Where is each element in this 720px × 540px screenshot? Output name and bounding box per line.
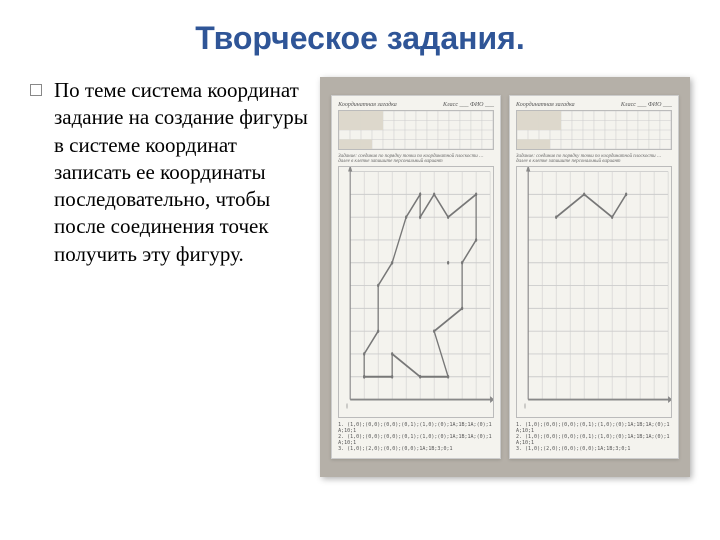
worksheet-right-header-right: Класс ___ ФИО ___	[621, 102, 672, 108]
bullet-item: По теме система координат задание на соз…	[30, 77, 310, 268]
slide-title: Творческое задания.	[30, 20, 690, 57]
text-column: По теме система координат задание на соз…	[30, 77, 310, 477]
body-text: По теме система координат задание на соз…	[54, 77, 310, 268]
worksheet-right: Координатная загадка Класс ___ ФИО ___ З…	[509, 95, 679, 460]
worksheet-right-maingrid: 0XY	[516, 166, 672, 419]
slide: Творческое задания. По теме система коор…	[0, 0, 720, 540]
worksheet-left-header-right: Класс ___ ФИО ___	[443, 102, 494, 108]
bullet-icon	[30, 84, 42, 96]
worksheet-left-subtitle: Задание: соединив по порядку точки по ко…	[338, 154, 494, 164]
worksheet-right-coords1: 1. (1,0);(0,0);(0,0);(0,1);(1,0);(0);1A;…	[516, 422, 672, 434]
worksheet-left-coords3: 3. (1,0);(2,0);(0,0);(0,0);1A;1B;3;0;1	[338, 446, 494, 452]
content-row: По теме система координат задание на соз…	[30, 77, 690, 477]
worksheet-right-coords3: 3. (1,0);(2,0);(0,0);(0,0);1A;1B;3;0;1	[516, 446, 672, 452]
worksheet-left-topgrid	[338, 110, 494, 150]
worksheet-right-header: Координатная загадка Класс ___ ФИО ___	[516, 102, 672, 108]
worksheet-right-topgrid	[516, 110, 672, 150]
worksheet-right-subtitle: Задание: соединив по порядку точки по ко…	[516, 154, 672, 164]
worksheet-left-header-text: Координатная загадка	[338, 102, 397, 108]
worksheet-photo: Координатная загадка Класс ___ ФИО ___ З…	[320, 77, 690, 477]
worksheet-left-header: Координатная загадка Класс ___ ФИО ___	[338, 102, 494, 108]
svg-text:0: 0	[524, 403, 526, 410]
worksheet-right-coords2: 2. (1,0);(0,0);(0,0);(0,1);(1,0);(0);1A;…	[516, 434, 672, 446]
worksheet-left: Координатная загадка Класс ___ ФИО ___ З…	[331, 95, 501, 460]
worksheet-right-header-text: Координатная загадка	[516, 102, 575, 108]
worksheet-left-coords1: 1. (1,0);(0,0);(0,0);(0,1);(1,0);(0);1A;…	[338, 422, 494, 434]
worksheet-left-coords2: 2. (1,0);(0,0);(0,0);(0,1);(1,0);(0);1A;…	[338, 434, 494, 446]
svg-text:0: 0	[346, 403, 348, 410]
worksheet-left-maingrid: 0XY	[338, 166, 494, 419]
